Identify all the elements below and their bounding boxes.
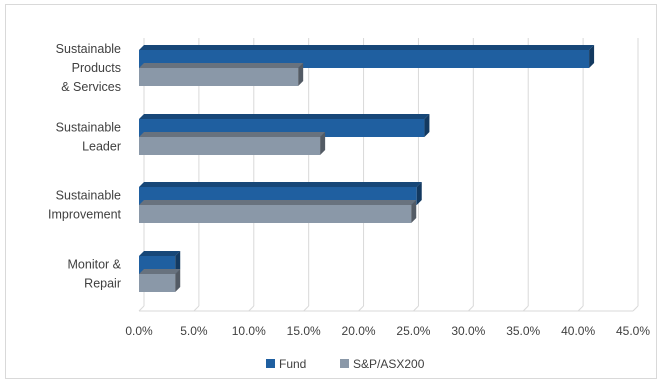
gridline-depth (632, 305, 639, 312)
legend-swatch (266, 359, 275, 368)
gridline-depth (248, 305, 255, 312)
bar-chart: Sustainable Products & Services Sustainable… (48, 38, 650, 371)
x-tick-label: 40.0% (561, 324, 595, 338)
bar-s-p-asx200-0 (139, 63, 304, 86)
gridline-depth (358, 305, 364, 312)
category-label: Sustainable (56, 42, 121, 56)
category-label: Monitor & (68, 258, 122, 272)
bar-s-p-asx200-2 (139, 200, 417, 223)
x-tick-label: 10.0% (232, 324, 266, 338)
category-label: & Services (61, 80, 121, 94)
x-tick-label: 35.0% (506, 324, 540, 338)
bars (139, 45, 595, 292)
chart-frame: Sustainable Products & Services Sustainable… (5, 4, 657, 379)
category-label: Improvement (48, 208, 121, 222)
category-label: Repair (84, 277, 121, 291)
x-tick-label: 0.0% (125, 324, 153, 338)
category-label: Sustainable (56, 189, 121, 203)
legend: Fund S&P/ASX200 (266, 357, 425, 371)
gridline-depth (303, 305, 310, 312)
legend-label: Fund (279, 357, 306, 371)
x-tick-label: 15.0% (287, 324, 321, 338)
gridline-depth (577, 305, 584, 312)
gridline-depth (138, 305, 145, 312)
x-tick-label: 30.0% (451, 324, 485, 338)
gridline-depth (413, 305, 419, 312)
gridline-depth (193, 305, 200, 312)
x-tick-labels: 0.0% 5.0% 10.0% 15.0% 20.0% 25.0% 30.0% 35.0% 40… (125, 324, 650, 338)
gridline-depth (522, 305, 529, 312)
x-tick-label: 25.0% (396, 324, 430, 338)
gridline-depth (467, 305, 474, 312)
bar-s-p-asx200-1 (139, 132, 326, 155)
x-tick-label: 20.0% (342, 324, 376, 338)
category-labels: Sustainable Products & Services Sustainable… (48, 42, 122, 291)
category-label: Leader (82, 140, 121, 154)
x-tick-label: 45.0% (616, 324, 650, 338)
x-tick-label: 5.0% (180, 324, 208, 338)
category-label: Products (72, 61, 121, 75)
legend-swatch (340, 359, 349, 368)
legend-label: S&P/ASX200 (353, 357, 425, 371)
category-label: Sustainable (56, 121, 121, 135)
bar-s-p-asx200-3 (139, 269, 181, 292)
